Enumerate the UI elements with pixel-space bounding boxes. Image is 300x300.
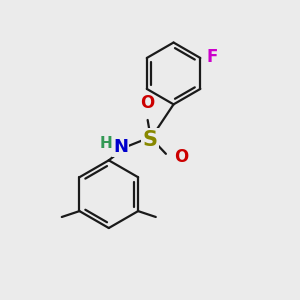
Text: H: H: [100, 136, 112, 151]
Text: S: S: [142, 130, 158, 150]
Text: N: N: [113, 138, 128, 156]
Text: F: F: [207, 47, 218, 65]
Text: O: O: [174, 148, 188, 166]
Text: O: O: [140, 94, 155, 112]
